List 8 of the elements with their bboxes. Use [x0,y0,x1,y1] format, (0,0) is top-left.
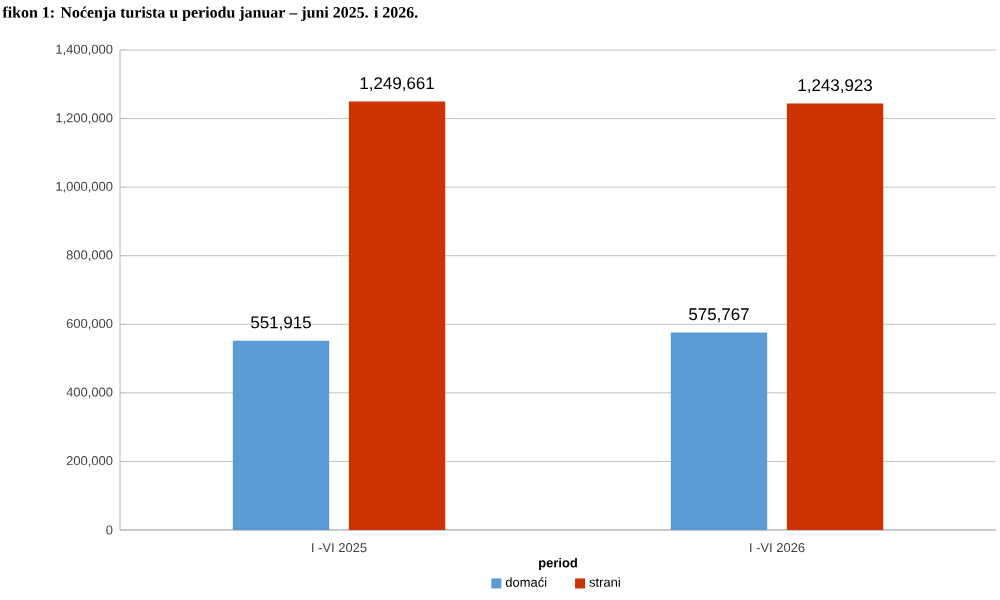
data-label: 551,915 [251,316,311,331]
bar [670,332,768,530]
bar [786,103,884,530]
data-label: 1,249,661 [360,77,434,92]
bar [232,340,330,530]
data-label: 575,767 [689,308,749,323]
data-label: 1,243,923 [798,79,872,94]
bar [348,101,446,530]
